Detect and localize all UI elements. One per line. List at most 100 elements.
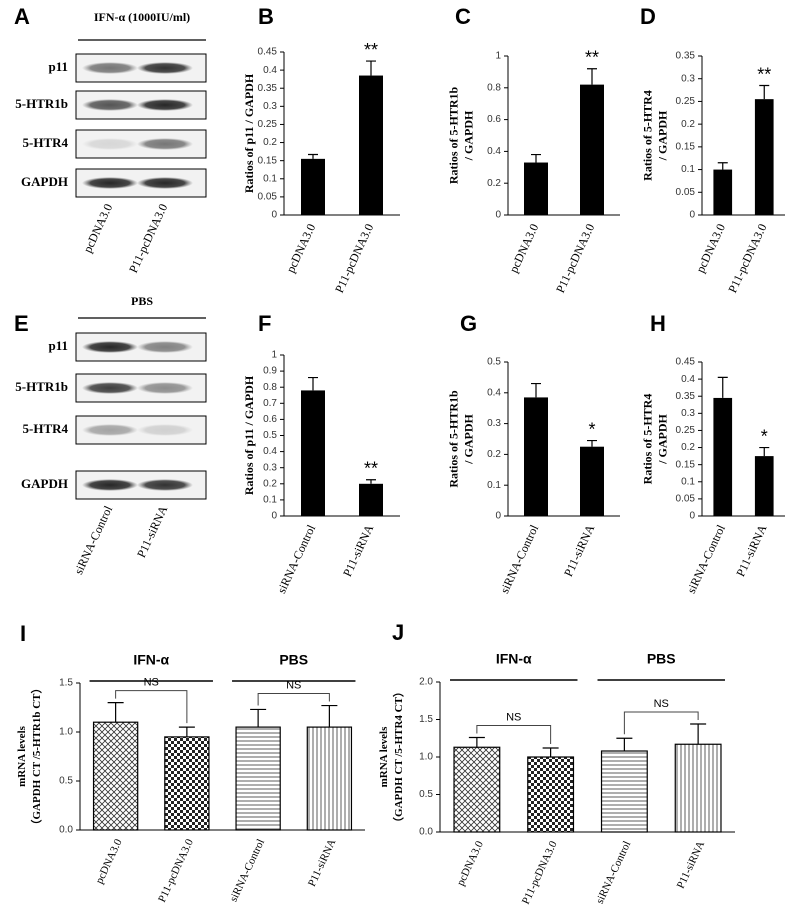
- error-bar: [531, 153, 541, 163]
- y-tick-label: 1.5: [419, 714, 433, 725]
- y-axis-label: / GAPDH: [655, 414, 669, 465]
- panel-letter: E: [14, 311, 29, 336]
- y-tick-label: 0.2: [263, 137, 277, 148]
- y-tick-label: 2.0: [419, 677, 433, 688]
- comparison-bracket: [476, 725, 552, 744]
- y-axis-label: mRNA levels: [378, 726, 390, 788]
- error-bar: [468, 736, 485, 748]
- y-tick-label: 0.6: [263, 414, 277, 425]
- error-bar: [717, 376, 728, 398]
- y-tick-label: 0.2: [263, 478, 277, 489]
- bar: [453, 746, 501, 833]
- y-axis-label: （GAPDH CT /5-HTR4 CT）: [392, 686, 405, 828]
- y-tick-label: 1.5: [59, 678, 73, 689]
- lane-label: P11-siRNA: [134, 503, 170, 560]
- blot-band: [137, 479, 193, 491]
- y-tick-label: 0.0: [59, 825, 73, 836]
- blot-band: [82, 138, 138, 150]
- y-tick-label: 0.3: [263, 101, 277, 112]
- blot-row-label: 5-HTR4: [23, 135, 69, 150]
- x-tick-label: pcDNA3.0: [506, 222, 541, 275]
- x-tick-label: siRNA-Control: [684, 522, 728, 596]
- blot-row-label: 5-HTR1b: [15, 379, 68, 394]
- y-tick-label: 0.5: [419, 789, 433, 800]
- bar: [301, 158, 325, 215]
- comparison-label: NS: [144, 677, 159, 689]
- group-label: PBS: [647, 651, 676, 667]
- error-bar: [178, 726, 195, 737]
- y-tick-label: 0.8: [263, 382, 277, 393]
- y-tick-label: 0.2: [681, 442, 695, 453]
- error-bar: [759, 446, 770, 457]
- blot-row-label: GAPDH: [21, 174, 68, 189]
- significance: **: [364, 459, 378, 479]
- blot-band: [137, 138, 193, 150]
- x-tick-label: P11-siRNA: [561, 522, 597, 579]
- bar: [580, 446, 604, 516]
- y-tick-label: 0.35: [676, 51, 696, 62]
- blot-band: [137, 99, 193, 111]
- blot-band: [137, 382, 193, 394]
- error-bar: [587, 439, 597, 447]
- y-tick-label: 0.5: [263, 430, 277, 441]
- y-tick-label: 0.1: [487, 480, 501, 491]
- bar: [306, 726, 353, 831]
- significance: *: [761, 426, 768, 446]
- x-tick-label: siRNA-Control: [274, 522, 318, 596]
- y-tick-label: 0.05: [676, 187, 696, 198]
- blot-row-label: 5-HTR1b: [15, 96, 68, 111]
- bar: [600, 750, 648, 833]
- y-tick-label: 0.4: [487, 387, 501, 398]
- y-tick-label: 0.35: [676, 391, 696, 402]
- blot-band: [82, 382, 138, 394]
- blot-row-label: p11: [48, 338, 68, 353]
- error-bar: [690, 723, 707, 745]
- bar: [754, 456, 774, 516]
- panel-letter: J: [392, 620, 404, 645]
- bar: [524, 162, 548, 215]
- bar: [359, 483, 383, 516]
- lane-label: pcDNA3.0: [80, 202, 115, 255]
- bar: [713, 169, 733, 215]
- x-tick-label: P11-pcDNA3.0: [520, 839, 560, 906]
- bar: [713, 397, 733, 516]
- blot-band: [82, 341, 138, 353]
- y-tick-label: 0.0: [419, 827, 433, 838]
- blot-band: [82, 479, 138, 491]
- x-tick-label: P11-siRNA: [675, 839, 707, 890]
- x-tick-label: P11-pcDNA3.0: [156, 837, 196, 904]
- y-tick-label: 0.2: [681, 119, 695, 130]
- y-tick-label: 0.5: [59, 776, 73, 787]
- error-bar: [366, 60, 376, 76]
- y-tick-label: 0.4: [487, 146, 501, 157]
- y-tick-label: 0.25: [258, 119, 278, 130]
- lane-label: siRNA-Control: [71, 503, 115, 577]
- bar: [164, 736, 210, 831]
- y-axis-label: / GAPDH: [461, 414, 475, 465]
- significance: *: [588, 419, 595, 439]
- error-bar: [759, 84, 770, 100]
- y-tick-label: 0.05: [258, 192, 278, 203]
- y-tick-label: 0.1: [681, 164, 695, 175]
- bar: [92, 721, 139, 831]
- y-tick-label: 0.2: [487, 449, 501, 460]
- blot-band: [137, 177, 193, 189]
- blot-band: [137, 341, 193, 353]
- x-tick-label: pcDNA3.0: [93, 837, 124, 886]
- error-bar: [366, 479, 376, 484]
- y-tick-label: 0.15: [676, 141, 696, 152]
- comparison-bracket: [115, 690, 188, 724]
- panel-letter: C: [455, 4, 471, 29]
- y-axis-label: Ratios of 5-HTR1b: [446, 87, 460, 185]
- bar: [235, 726, 281, 831]
- y-tick-label: 0: [689, 511, 695, 522]
- y-tick-label: 0.3: [681, 73, 695, 84]
- bar: [359, 75, 383, 216]
- significance: **: [757, 64, 771, 84]
- error-bar: [531, 382, 541, 398]
- y-tick-label: 0.45: [258, 47, 278, 58]
- bar: [301, 390, 325, 516]
- y-tick-label: 0.4: [263, 65, 277, 76]
- x-tick-label: P11-siRNA: [340, 522, 376, 579]
